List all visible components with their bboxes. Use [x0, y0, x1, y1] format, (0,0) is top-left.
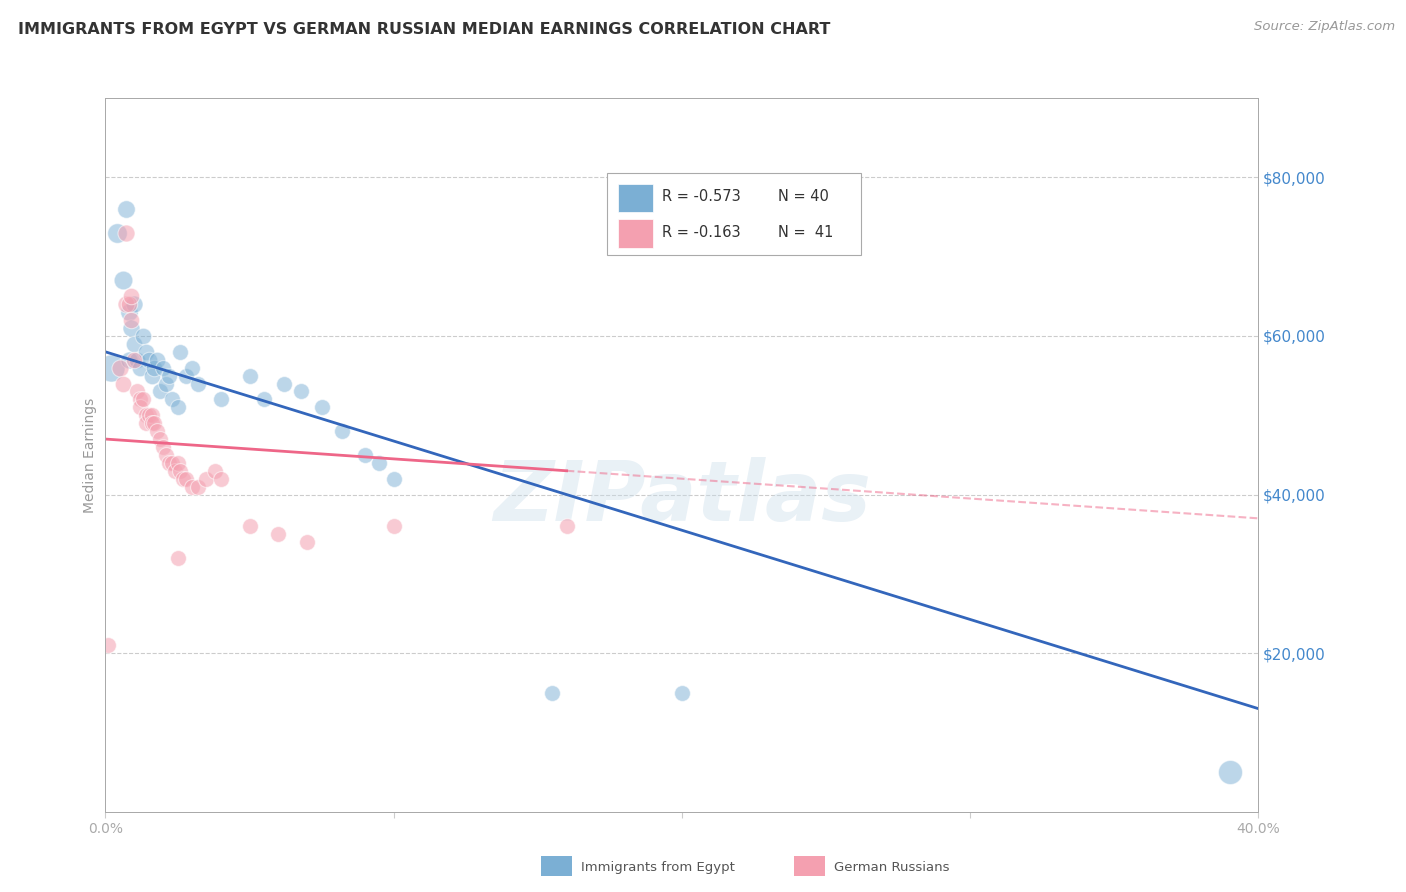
- Text: N =  41: N = 41: [778, 225, 832, 240]
- Point: [117, 352, 139, 367]
- Point: [157, 456, 180, 470]
- FancyBboxPatch shape: [619, 219, 654, 248]
- Point: [111, 376, 134, 391]
- Point: [124, 337, 146, 351]
- Point: [111, 273, 134, 287]
- Point: [132, 329, 155, 343]
- Point: [181, 360, 204, 375]
- Point: [143, 416, 166, 430]
- Text: R = -0.163: R = -0.163: [662, 225, 741, 240]
- Point: [120, 289, 142, 303]
- Point: [155, 448, 177, 462]
- Point: [132, 392, 155, 407]
- Point: [149, 432, 172, 446]
- Point: [174, 472, 197, 486]
- Point: [253, 392, 276, 407]
- Point: [141, 416, 163, 430]
- Point: [187, 376, 209, 391]
- FancyBboxPatch shape: [607, 173, 860, 255]
- Point: [166, 456, 188, 470]
- Point: [135, 409, 157, 423]
- Point: [239, 519, 262, 533]
- Text: N = 40: N = 40: [778, 189, 828, 204]
- Point: [141, 368, 163, 383]
- Text: Immigrants from Egypt: Immigrants from Egypt: [581, 861, 734, 873]
- Point: [181, 480, 204, 494]
- Text: Source: ZipAtlas.com: Source: ZipAtlas.com: [1254, 20, 1395, 33]
- Point: [311, 401, 333, 415]
- Point: [160, 392, 183, 407]
- FancyBboxPatch shape: [619, 184, 654, 212]
- Point: [172, 472, 194, 486]
- Point: [105, 226, 128, 240]
- Point: [239, 368, 262, 383]
- Point: [149, 384, 172, 399]
- Point: [166, 401, 188, 415]
- Point: [124, 297, 146, 311]
- Point: [114, 297, 136, 311]
- Point: [146, 352, 169, 367]
- Point: [138, 409, 160, 423]
- Point: [267, 527, 290, 541]
- Point: [382, 519, 405, 533]
- Point: [169, 464, 191, 478]
- Point: [117, 305, 139, 319]
- Point: [100, 360, 122, 375]
- Point: [108, 360, 131, 375]
- Point: [120, 313, 142, 327]
- Point: [127, 352, 149, 367]
- Point: [195, 472, 218, 486]
- Point: [330, 424, 353, 438]
- Point: [169, 344, 191, 359]
- Point: [155, 376, 177, 391]
- Point: [187, 480, 209, 494]
- Point: [204, 464, 226, 478]
- Point: [138, 352, 160, 367]
- Point: [97, 638, 120, 652]
- Point: [124, 352, 146, 367]
- Point: [120, 321, 142, 335]
- Point: [152, 440, 174, 454]
- Point: [671, 686, 693, 700]
- Point: [541, 686, 564, 700]
- Point: [146, 424, 169, 438]
- Point: [382, 472, 405, 486]
- Y-axis label: Median Earnings: Median Earnings: [83, 397, 97, 513]
- Point: [129, 401, 152, 415]
- Point: [127, 384, 149, 399]
- Point: [273, 376, 295, 391]
- Point: [157, 368, 180, 383]
- Point: [129, 360, 152, 375]
- Point: [114, 202, 136, 216]
- Point: [174, 368, 197, 383]
- Point: [152, 360, 174, 375]
- Point: [297, 535, 319, 549]
- Point: [555, 519, 578, 533]
- Point: [114, 226, 136, 240]
- Point: [166, 551, 188, 566]
- Point: [135, 416, 157, 430]
- Point: [117, 297, 139, 311]
- Point: [354, 448, 377, 462]
- Point: [368, 456, 391, 470]
- Point: [209, 472, 232, 486]
- Point: [160, 456, 183, 470]
- Point: [1219, 765, 1241, 780]
- Point: [141, 409, 163, 423]
- Text: ZIPatlas: ZIPatlas: [494, 458, 870, 538]
- Text: R = -0.573: R = -0.573: [662, 189, 741, 204]
- Point: [129, 392, 152, 407]
- Text: German Russians: German Russians: [834, 861, 949, 873]
- Point: [290, 384, 312, 399]
- Point: [143, 360, 166, 375]
- Point: [209, 392, 232, 407]
- Point: [135, 344, 157, 359]
- Text: IMMIGRANTS FROM EGYPT VS GERMAN RUSSIAN MEDIAN EARNINGS CORRELATION CHART: IMMIGRANTS FROM EGYPT VS GERMAN RUSSIAN …: [18, 22, 831, 37]
- Point: [163, 464, 186, 478]
